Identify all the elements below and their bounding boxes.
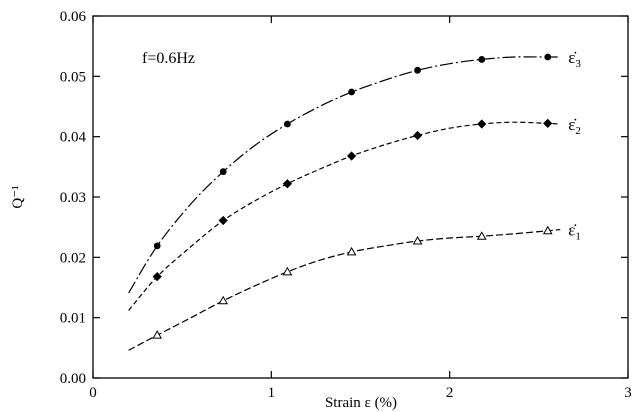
data-point: [346, 246, 357, 256]
series-labels: ε̇3ε̇2ε̇1: [568, 48, 581, 243]
data-point: [219, 168, 227, 176]
data-point: [544, 53, 552, 61]
data-point: [282, 179, 292, 189]
series-label-sub: 2: [575, 125, 581, 137]
y-tick-label: 0.00: [60, 371, 86, 387]
x-tick-label: 2: [446, 385, 454, 401]
tick-labels: 0 1 2 3 0.00 0.01 0.02 0.03 0.04 0.05 0.06: [60, 9, 632, 401]
y-tick-label: 0.02: [60, 250, 86, 266]
series-line: [128, 56, 561, 294]
data-point: [412, 236, 423, 245]
series-2: [128, 118, 561, 311]
y-axis-title: Q⁻¹: [10, 185, 26, 208]
tick-marks: [92, 15, 629, 379]
series-label: ε̇1: [568, 221, 581, 243]
y-tick-label: 0.04: [60, 130, 87, 146]
series-label-main: ε̇: [568, 221, 576, 240]
data-point: [346, 151, 357, 161]
y-tick-label: 0.05: [60, 69, 86, 85]
data-point: [282, 266, 293, 276]
data-point: [542, 225, 553, 235]
series-group: [128, 53, 561, 351]
series-line: [128, 228, 561, 351]
x-tick-label: 3: [624, 385, 632, 401]
plot-frame: [92, 15, 629, 379]
data-point: [414, 66, 421, 74]
y-tick-label: 0.03: [60, 190, 86, 206]
x-tick-label: 0: [89, 385, 97, 401]
series-label-sub: 1: [575, 231, 581, 243]
series-label-main: ε̇: [568, 48, 576, 67]
axes: [92, 15, 629, 379]
series-label: ε̇2: [568, 115, 581, 137]
data-point: [348, 88, 355, 96]
y-tick-label: 0.06: [60, 9, 87, 25]
data-point: [218, 215, 228, 226]
series-label-sub: 3: [575, 58, 581, 70]
data-point: [478, 56, 486, 63]
data-point: [153, 242, 161, 250]
data-point: [476, 231, 487, 240]
data-point: [543, 118, 553, 128]
series-line: [128, 121, 561, 311]
series-label: ε̇3: [568, 48, 581, 70]
data-point: [152, 272, 162, 282]
data-point: [218, 295, 229, 305]
series-1: [128, 53, 561, 294]
data-point: [152, 330, 163, 339]
data-point: [283, 120, 291, 128]
data-point: [477, 119, 487, 129]
y-tick-label: 0.01: [60, 311, 86, 327]
x-tick-label: 1: [268, 385, 276, 401]
series-label-main: ε̇: [568, 115, 576, 134]
x-axis-title: Strain ε (%): [325, 395, 397, 411]
data-point: [412, 130, 423, 141]
frequency-annotation: f=0.6Hz: [142, 50, 195, 67]
series-3: [128, 225, 561, 351]
